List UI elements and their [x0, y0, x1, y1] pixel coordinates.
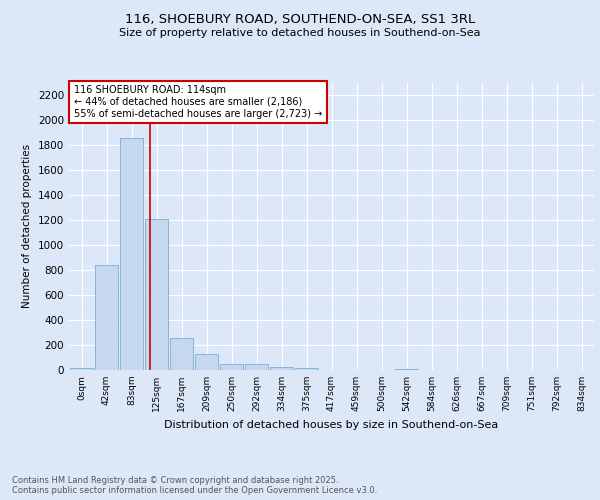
- Bar: [170, 338, 193, 370]
- Y-axis label: Number of detached properties: Number of detached properties: [22, 144, 32, 308]
- X-axis label: Distribution of detached houses by size in Southend-on-Sea: Distribution of detached houses by size …: [164, 420, 499, 430]
- Bar: [120, 138, 143, 370]
- Text: 116 SHOEBURY ROAD: 114sqm
← 44% of detached houses are smaller (2,186)
55% of se: 116 SHOEBURY ROAD: 114sqm ← 44% of detac…: [74, 86, 323, 118]
- Bar: [145, 219, 168, 370]
- Bar: [70, 368, 93, 370]
- Bar: [195, 354, 218, 370]
- Text: Contains HM Land Registry data © Crown copyright and database right 2025.
Contai: Contains HM Land Registry data © Crown c…: [12, 476, 377, 495]
- Bar: [295, 368, 318, 370]
- Text: Size of property relative to detached houses in Southend-on-Sea: Size of property relative to detached ho…: [119, 28, 481, 38]
- Text: 116, SHOEBURY ROAD, SOUTHEND-ON-SEA, SS1 3RL: 116, SHOEBURY ROAD, SOUTHEND-ON-SEA, SS1…: [125, 12, 475, 26]
- Bar: [270, 367, 293, 370]
- Bar: [395, 369, 418, 370]
- Bar: [220, 364, 243, 370]
- Bar: [95, 265, 118, 370]
- Bar: [245, 364, 268, 370]
